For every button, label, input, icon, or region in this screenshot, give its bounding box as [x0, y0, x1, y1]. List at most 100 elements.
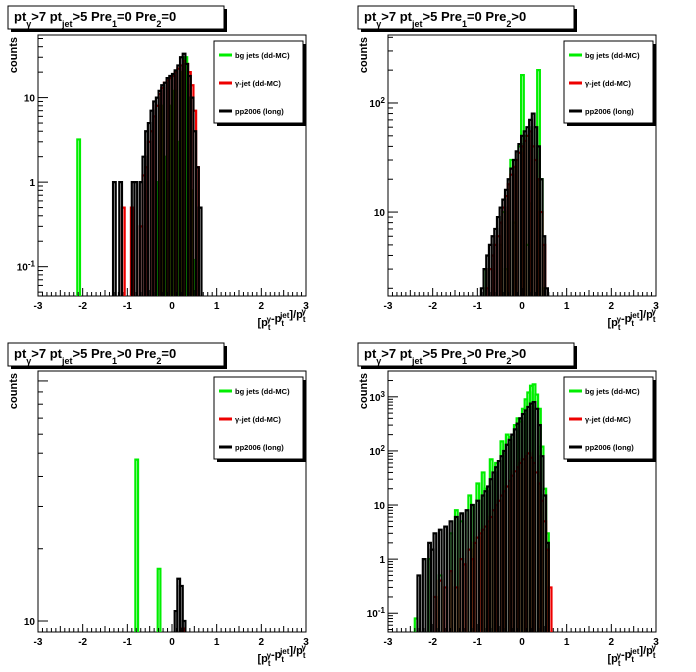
chart-title: ptγ>7 ptjet>5 Pre1=0 Pre2>0: [364, 9, 526, 29]
legend-label: pp2006 (long): [585, 443, 634, 452]
histogram-bin: [432, 532, 438, 632]
x-tick-label: 0: [519, 301, 525, 312]
legend: bg jets (dd-MC) γ-jet (dd-MC) pp2006 (long…: [213, 376, 306, 462]
x-tick-label: -1: [123, 637, 132, 648]
legend-label: pp2006 (long): [235, 443, 284, 452]
x-tick-label: 3: [653, 637, 659, 648]
legend-label: γ-jet (dd-MC): [585, 415, 631, 424]
histogram-bin: [544, 287, 550, 296]
title-frame: [7, 5, 225, 30]
x-tick-label: 2: [259, 637, 265, 648]
histogram-bin: [453, 515, 459, 632]
x-tick-label: 0: [169, 637, 175, 648]
histogram-bin: [443, 525, 449, 632]
chart-panel-1: -3 -2 -1 0 1 2 3 10-1 1 10 counts [ptγ-ptjet]/ptγ pt…: [7, 5, 309, 332]
y-tick-label: 103: [369, 390, 385, 404]
x-tick-label: -1: [123, 301, 132, 312]
x-axis-label: [ptγ-ptjet]/ptγ: [258, 643, 307, 668]
legend-label: γ-jet (dd-MC): [585, 79, 631, 88]
histogram-bin: [416, 574, 422, 632]
x-tick-label: 3: [303, 301, 309, 312]
legend-label: pp2006 (long): [235, 107, 284, 116]
histogram-bin: [197, 206, 203, 296]
title-frame: [357, 5, 575, 30]
x-tick-label: -3: [384, 301, 393, 312]
legend: bg jets (dd-MC) γ-jet (dd-MC) pp2006 (long…: [213, 40, 306, 126]
y-tick-label: 10: [24, 94, 36, 105]
histogram-bin: [437, 528, 443, 632]
x-tick-label: -3: [34, 301, 43, 312]
histogram-bin: [76, 138, 82, 296]
y-tick-label: 1: [379, 555, 385, 566]
series-bg-jets-dd-mc-: [134, 458, 162, 632]
histogram-bin: [464, 509, 470, 632]
x-tick-label: 1: [214, 637, 220, 648]
title-frame: [7, 342, 225, 367]
x-axis-label: [ptγ-ptjet]/ptγ: [608, 643, 657, 668]
x-tick-label: 2: [609, 301, 615, 312]
y-tick-label: 10: [374, 501, 386, 512]
chart-title-box: ptγ>7 ptjet>5 Pre1>0 Pre2>0: [357, 342, 577, 369]
x-tick-label: -3: [384, 637, 393, 648]
x-tick-label: -2: [78, 301, 87, 312]
y-tick-label: 10-1: [367, 606, 386, 620]
x-axis-label: [ptγ-ptjet]/ptγ: [608, 307, 657, 332]
histogram-bin: [541, 235, 547, 296]
histograms: [76, 52, 203, 296]
x-tick-label: -2: [78, 637, 87, 648]
histograms: [413, 383, 553, 632]
chart-panel-2: -3 -2 -1 0 1 2 3 10 102 counts [ptγ-ptjet]/ptγ ptγ>…: [357, 5, 659, 332]
y-axis-label: counts: [358, 37, 370, 73]
chart-title: ptγ>7 ptjet>5 Pre1>0 Pre2>0: [364, 346, 526, 366]
histogram-bin: [178, 584, 184, 632]
histograms: [479, 69, 550, 296]
x-tick-label: 1: [564, 301, 570, 312]
x-tick-label: 2: [609, 637, 615, 648]
chart-title-box: ptγ>7 ptjet>5 Pre1=0 Pre2=0: [7, 5, 227, 32]
y-tick-label: 10: [374, 208, 386, 219]
x-tick-label: 2: [259, 301, 265, 312]
y-tick-label: 10-1: [17, 260, 36, 274]
histogram-bin: [545, 541, 550, 632]
histogram-bin: [134, 458, 140, 632]
legend-label: pp2006 (long): [585, 107, 634, 116]
x-tick-label: 1: [214, 301, 220, 312]
x-tick-label: -2: [428, 637, 437, 648]
y-axis-label: counts: [8, 37, 20, 73]
histogram-bin: [133, 181, 139, 296]
y-tick-label: 102: [369, 444, 385, 458]
series-bg-jets-dd-mc-: [482, 69, 547, 296]
series-pp2006-long-: [111, 52, 203, 296]
series-pp2006-long-: [416, 400, 550, 632]
x-tick-label: -2: [428, 301, 437, 312]
series-pp2006-long-: [479, 112, 550, 296]
legend-label: bg jets (dd-MC): [585, 51, 640, 60]
x-tick-label: -1: [473, 637, 482, 648]
x-tick-label: -1: [473, 301, 482, 312]
x-axis-label: [ptγ-ptjet]/ptγ: [258, 307, 307, 332]
y-axis-label: counts: [358, 373, 370, 409]
histogram-bin: [421, 558, 427, 632]
legend-label: bg jets (dd-MC): [585, 387, 640, 396]
legend-label: γ-jet (dd-MC): [235, 415, 281, 424]
histogram-bin: [118, 181, 124, 296]
histogram-bin: [469, 503, 475, 632]
x-tick-label: 3: [303, 637, 309, 648]
legend-label: bg jets (dd-MC): [235, 51, 290, 60]
x-tick-label: 1: [564, 637, 570, 648]
histogram-bin: [156, 567, 162, 632]
chart-title: ptγ>7 ptjet>5 Pre1>0 Pre2=0: [14, 346, 176, 366]
histogram-bin: [459, 512, 465, 632]
chart-title: ptγ>7 ptjet>5 Pre1=0 Pre2=0: [14, 9, 176, 29]
x-tick-label: 0: [169, 301, 175, 312]
y-tick-label: 102: [369, 96, 385, 110]
chart-title-box: ptγ>7 ptjet>5 Pre1=0 Pre2>0: [357, 5, 577, 32]
x-tick-label: 3: [653, 301, 659, 312]
y-axis-label: counts: [8, 373, 20, 409]
legend: bg jets (dd-MC) γ-jet (dd-MC) pp2006 (long…: [563, 376, 656, 462]
y-tick-label: 1: [29, 178, 35, 189]
title-frame: [357, 342, 575, 367]
legend: bg jets (dd-MC) γ-jet (dd-MC) pp2006 (long…: [563, 40, 656, 126]
